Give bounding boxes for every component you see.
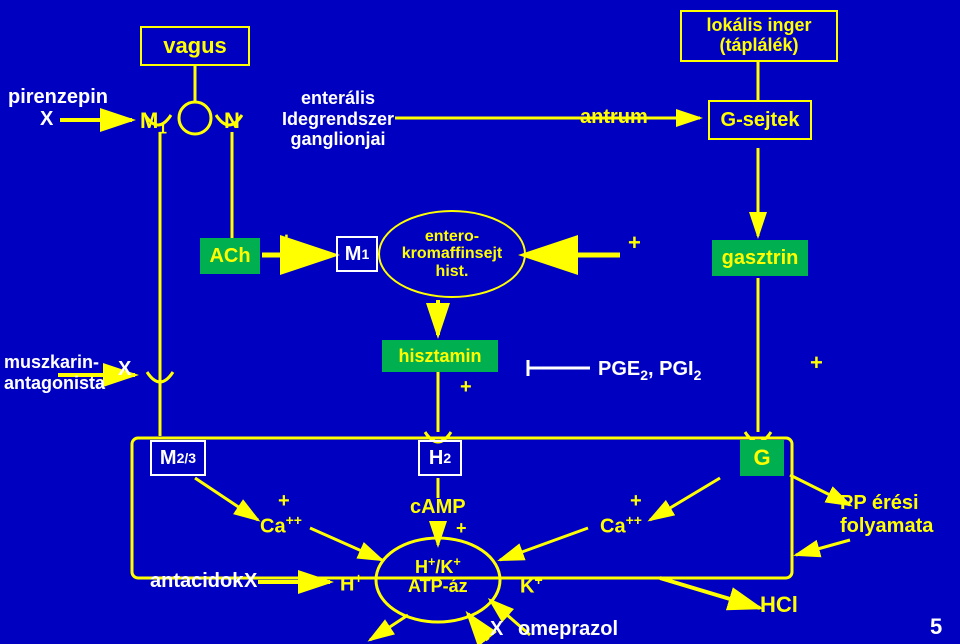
pge-label: PGE2, PGI2 <box>598 358 701 383</box>
x-antacidok: X <box>244 570 257 593</box>
plus-camp: + <box>456 518 467 539</box>
plus-ach: + <box>280 228 293 254</box>
h2-box: H2 <box>418 440 462 476</box>
g-box: G <box>740 440 784 476</box>
hplus-label: H+ <box>340 570 363 597</box>
hcl-label: HCl <box>760 592 798 618</box>
gasztrin-box: gasztrin <box>712 240 808 276</box>
gsejtek-box: G-sejtek <box>708 100 812 140</box>
muszkarin-label: muszkarin- antagonista <box>4 352 105 393</box>
omeprazol-label: omeprazol <box>518 618 618 641</box>
plus-g: + <box>810 350 823 376</box>
plus-entero: + <box>628 230 641 256</box>
vagus-label: vagus <box>163 33 227 59</box>
gsejtek-label: G-sejtek <box>721 109 800 132</box>
gasztrin-label: gasztrin <box>722 247 799 270</box>
ca1-label: Ca++ <box>260 512 302 539</box>
entero-ellipse: entero- kromaffinsejt hist. <box>378 210 526 298</box>
plus-hist: + <box>460 376 472 399</box>
g-label: G <box>753 445 770 471</box>
entero-label: entero- kromaffinsejt hist. <box>402 228 502 281</box>
antacidok-label: antacidok <box>150 570 243 593</box>
enteralis-label: enterális Idegrendszer ganglionjai <box>282 88 394 150</box>
x-pirenzepin: X <box>40 108 53 131</box>
lokalis-label: lokális inger (táplálék) <box>706 16 811 56</box>
lokalis-box: lokális inger (táplálék) <box>680 10 838 62</box>
x-omeprazol: X <box>490 618 503 641</box>
m1-left: M1 <box>140 108 167 138</box>
pirenzepin-label: pirenzepin <box>8 86 108 109</box>
plus-ca2: + <box>630 490 642 513</box>
m23-box: M2/3 <box>150 440 206 476</box>
camp-label: cAMP <box>410 496 466 519</box>
hkatp-label: H+/K+ ATP-áz <box>408 556 468 596</box>
hisztamin-box: hisztamin <box>382 340 498 372</box>
ach-box: ACh <box>200 238 260 274</box>
slide-number: 5 <box>930 614 942 640</box>
n-label: N <box>224 108 240 134</box>
m1-mid-box: M1 <box>336 236 378 272</box>
x-muszkarin: X <box>118 358 131 381</box>
vagus-box: vagus <box>140 26 250 66</box>
plus-ca1: + <box>278 490 290 513</box>
ca2-label: Ca++ <box>600 512 642 539</box>
kplus-label: K+ <box>520 572 543 599</box>
hisztamin-label: hisztamin <box>398 346 481 367</box>
pp-label: PP érési folyamata <box>840 492 933 538</box>
ach-label: ACh <box>209 245 250 268</box>
antrum-label: antrum <box>580 106 648 129</box>
